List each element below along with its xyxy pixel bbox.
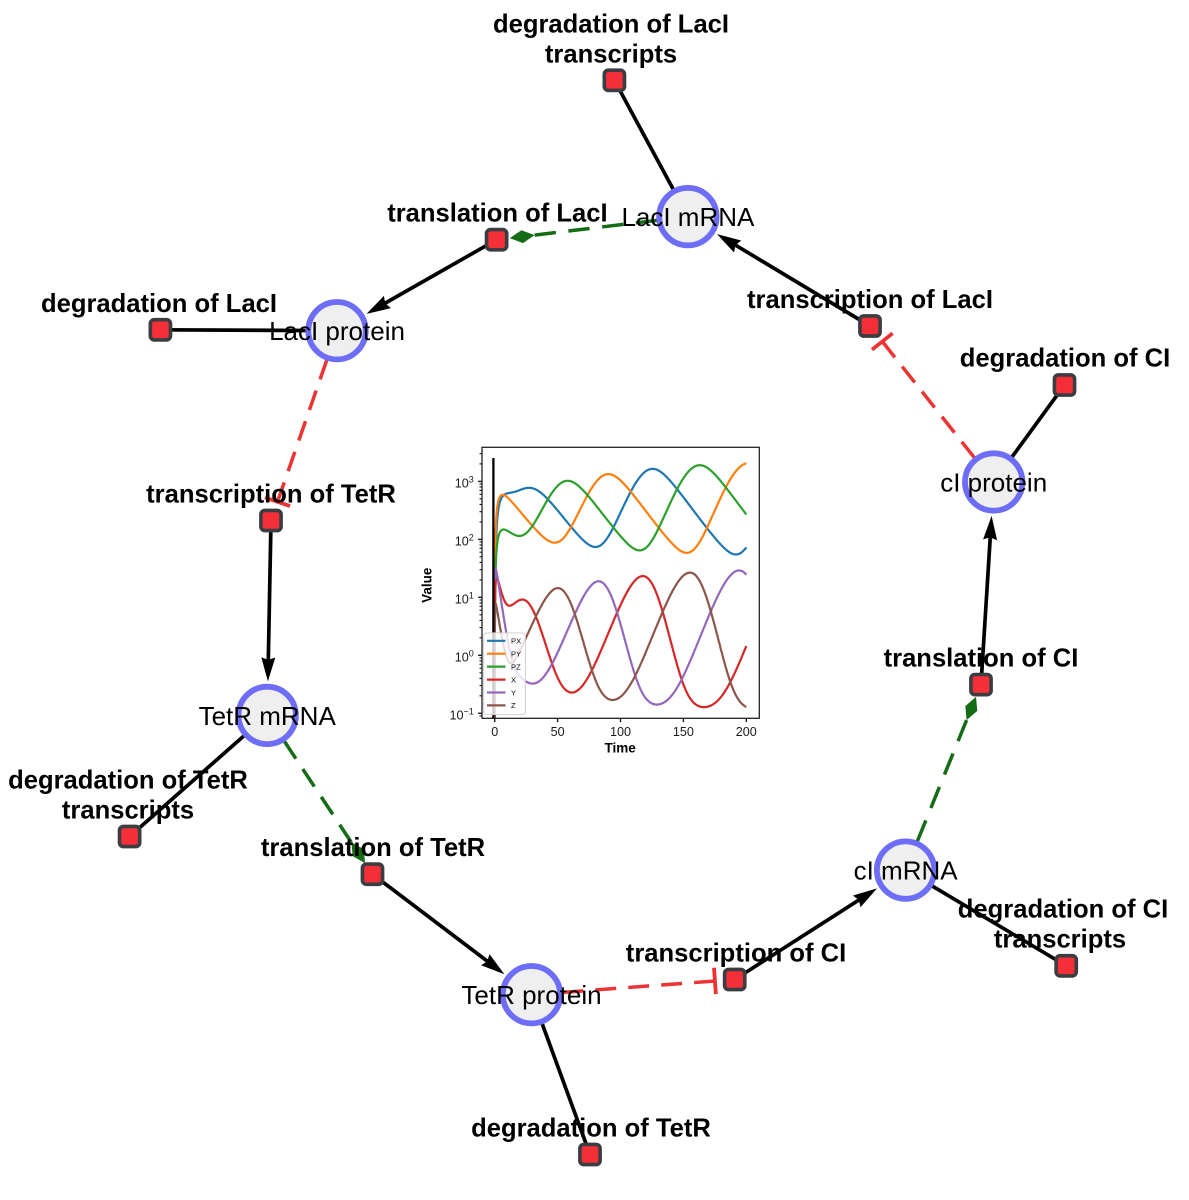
svg-text:PX: PX bbox=[511, 637, 521, 646]
svg-text:transcripts: transcripts bbox=[994, 926, 1126, 954]
svg-text:Z: Z bbox=[511, 701, 516, 710]
svg-text:LacI mRNA: LacI mRNA bbox=[621, 202, 755, 232]
svg-text:Time: Time bbox=[604, 741, 636, 756]
svg-text:transcription of CI: transcription of CI bbox=[626, 940, 846, 968]
svg-text:transcription of LacI: transcription of LacI bbox=[747, 286, 993, 314]
svg-text:PZ: PZ bbox=[511, 662, 521, 671]
svg-text:degradation of CI: degradation of CI bbox=[960, 345, 1170, 373]
svg-text:degradation of TetR: degradation of TetR bbox=[471, 1114, 711, 1142]
svg-text:50: 50 bbox=[551, 725, 565, 739]
svg-text:translation of LacI: translation of LacI bbox=[387, 200, 607, 228]
svg-text:PY: PY bbox=[511, 650, 521, 659]
svg-text:200: 200 bbox=[736, 725, 757, 739]
svg-text:0: 0 bbox=[491, 725, 498, 739]
svg-text:degradation of TetR: degradation of TetR bbox=[8, 766, 248, 794]
svg-text:X: X bbox=[511, 675, 516, 684]
svg-text:100: 100 bbox=[610, 725, 631, 739]
svg-text:degradation of LacI: degradation of LacI bbox=[493, 10, 729, 38]
svg-text:150: 150 bbox=[673, 725, 694, 739]
svg-text:degradation of LacI: degradation of LacI bbox=[41, 290, 277, 318]
svg-text:TetR mRNA: TetR mRNA bbox=[199, 701, 337, 731]
svg-text:transcripts: transcripts bbox=[545, 40, 677, 68]
svg-text:cI mRNA: cI mRNA bbox=[854, 856, 959, 886]
svg-text:cI protein: cI protein bbox=[940, 467, 1047, 497]
svg-text:translation of TetR: translation of TetR bbox=[261, 834, 485, 862]
svg-text:LacI protein: LacI protein bbox=[269, 316, 405, 346]
svg-text:degradation of CI: degradation of CI bbox=[958, 896, 1168, 924]
svg-text:Value: Value bbox=[420, 567, 435, 603]
svg-text:transcripts: transcripts bbox=[62, 796, 194, 824]
svg-text:TetR protein: TetR protein bbox=[461, 980, 601, 1010]
svg-text:transcription of TetR: transcription of TetR bbox=[146, 481, 396, 509]
svg-text:Y: Y bbox=[511, 688, 516, 697]
svg-text:translation of CI: translation of CI bbox=[884, 645, 1079, 673]
